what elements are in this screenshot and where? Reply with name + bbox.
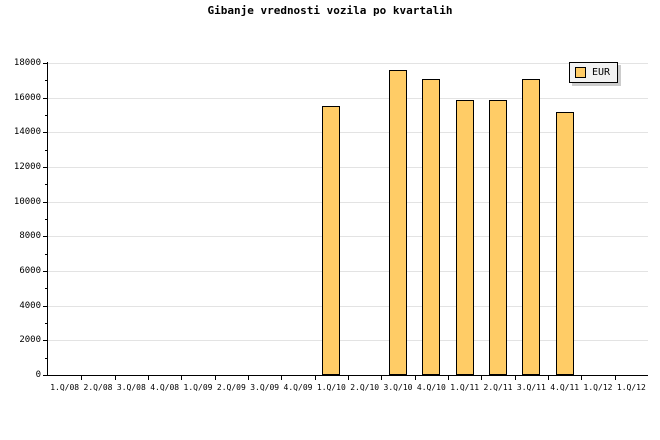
y-tick-minor	[45, 115, 48, 116]
x-tick	[315, 375, 316, 380]
x-axis-tick-label: 1.Q/12	[616, 383, 646, 392]
y-tick	[43, 63, 48, 64]
y-axis-tick-label: 2000	[19, 335, 41, 345]
x-tick	[248, 375, 249, 380]
bar[interactable]	[522, 79, 540, 375]
y-tick-minor	[45, 219, 48, 220]
plot-area	[48, 63, 648, 375]
x-tick	[481, 375, 482, 380]
x-axis-tick-label: 3.Q/09	[250, 383, 280, 392]
legend[interactable]: EUR	[569, 62, 619, 83]
x-axis-tick-label: 4.Q/10	[416, 383, 446, 392]
y-axis-tick-label: 6000	[19, 266, 41, 276]
x-axis-tick-label: 1.Q/08	[50, 383, 80, 392]
chart-title: Gibanje vrednosti vozila po kvartalih	[207, 4, 453, 17]
bar[interactable]	[389, 70, 407, 375]
bar[interactable]	[489, 100, 507, 375]
x-axis-tick-label: 4.Q/08	[150, 383, 180, 392]
x-axis-tick-label: 3.Q/08	[116, 383, 146, 392]
x-tick	[348, 375, 349, 380]
x-tick	[148, 375, 149, 380]
gridline	[48, 132, 648, 133]
y-axis-tick-label: 4000	[19, 301, 41, 311]
x-axis-tick-label: 2.Q/10	[350, 383, 380, 392]
x-axis-tick-label: 4.Q/09	[283, 383, 313, 392]
y-tick-minor	[45, 358, 48, 359]
y-tick	[43, 340, 48, 341]
y-axis-tick-label: 18000	[13, 58, 41, 68]
y-tick-minor	[45, 150, 48, 151]
x-tick	[281, 375, 282, 380]
y-tick	[43, 306, 48, 307]
bar[interactable]	[322, 106, 340, 375]
gridline	[48, 271, 648, 272]
x-tick	[181, 375, 182, 380]
x-tick	[81, 375, 82, 380]
y-tick-minor	[45, 288, 48, 289]
y-tick	[43, 132, 48, 133]
x-axis-tick-label: 2.Q/09	[216, 383, 246, 392]
gridline	[48, 202, 648, 203]
bar[interactable]	[422, 79, 440, 375]
y-axis-tick-label: 0	[35, 370, 41, 380]
y-tick	[43, 271, 48, 272]
y-tick	[43, 375, 48, 376]
x-axis-tick-label: 1.Q/09	[183, 383, 213, 392]
gridline	[48, 98, 648, 99]
x-axis-tick-label: 4.Q/11	[550, 383, 580, 392]
x-tick	[115, 375, 116, 380]
y-axis-tick-label: 8000	[19, 231, 41, 241]
x-tick	[548, 375, 549, 380]
x-tick	[615, 375, 616, 380]
legend-swatch-eur	[575, 67, 586, 78]
y-tick	[43, 98, 48, 99]
bar[interactable]	[556, 112, 574, 375]
x-tick	[515, 375, 516, 380]
y-tick-minor	[45, 80, 48, 81]
x-tick	[581, 375, 582, 380]
bar[interactable]	[456, 100, 474, 375]
gridline	[48, 306, 648, 307]
y-tick-minor	[45, 254, 48, 255]
gridline	[48, 63, 648, 64]
y-tick	[43, 202, 48, 203]
gridline	[48, 236, 648, 237]
x-axis-tick-label: 1.Q/12	[583, 383, 613, 392]
x-axis-tick-label: 2.Q/08	[83, 383, 113, 392]
x-tick	[448, 375, 449, 380]
gridline	[48, 340, 648, 341]
y-tick-minor	[45, 323, 48, 324]
y-axis-tick-label: 10000	[13, 197, 41, 207]
y-tick	[43, 236, 48, 237]
x-tick	[215, 375, 216, 380]
y-axis-labels: 0 2000 4000 6000 8000 10000 12000 14000 16000 180…	[0, 0, 41, 440]
y-tick	[43, 167, 48, 168]
x-axis-line	[47, 375, 648, 376]
x-tick	[415, 375, 416, 380]
y-axis-tick-label: 16000	[13, 93, 41, 103]
y-axis-tick-label: 14000	[13, 127, 41, 137]
legend-label-eur: EUR	[592, 67, 611, 78]
x-axis-tick-label: 3.Q/10	[383, 383, 413, 392]
x-tick	[381, 375, 382, 380]
y-tick-minor	[45, 184, 48, 185]
x-axis-tick-label: 2.Q/11	[483, 383, 513, 392]
x-axis-tick-label: 3.Q/11	[516, 383, 546, 392]
y-axis-tick-label: 12000	[13, 162, 41, 172]
x-axis-tick-label: 1.Q/10	[316, 383, 346, 392]
gridline	[48, 167, 648, 168]
x-axis-tick-label: 1.Q/11	[450, 383, 480, 392]
